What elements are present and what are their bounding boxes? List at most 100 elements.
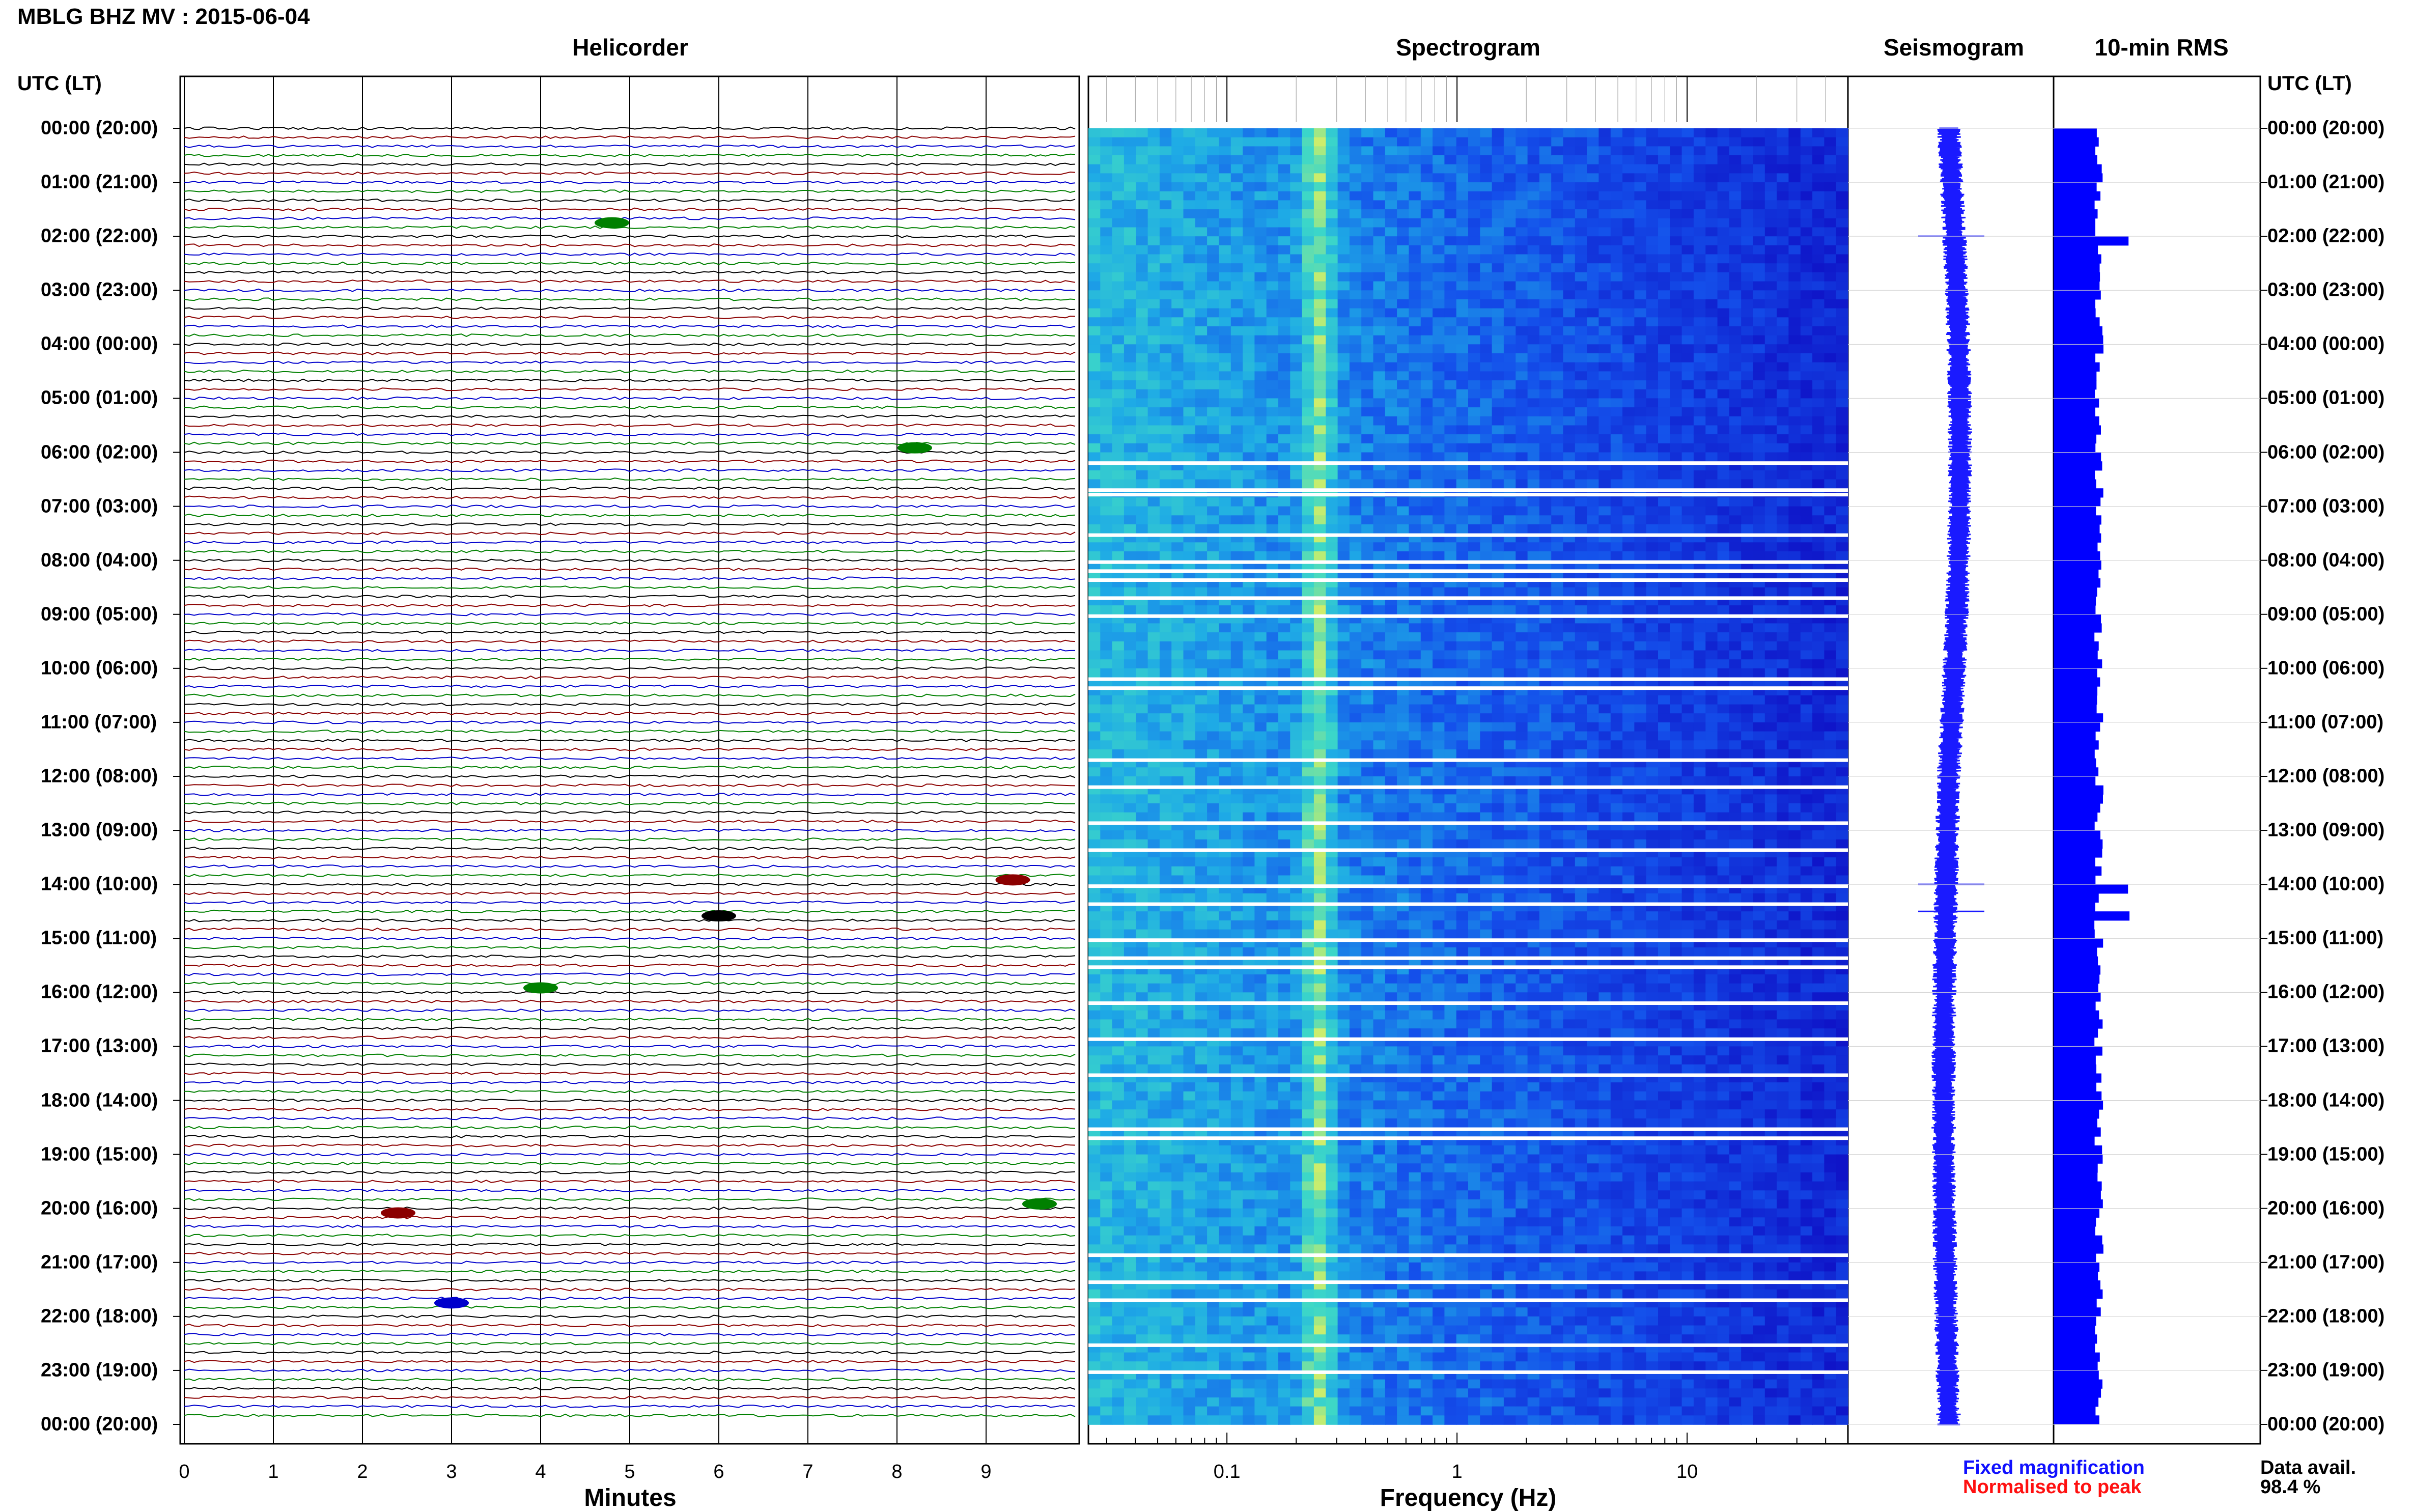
spectrogram-cell [1171,1155,1184,1164]
spectrogram-cell [1444,191,1456,201]
spectrogram-cell [1254,1397,1267,1407]
spectrogram-cell [1290,947,1302,957]
spectrogram-cell [1243,1011,1255,1020]
spectrogram-cell [1124,443,1136,453]
spectrogram-cell [1148,1397,1160,1407]
spectrogram-cell [1231,443,1243,453]
spectrogram-cell [1444,228,1456,237]
spectrogram-cell [1100,218,1112,228]
spectrogram-cell [1124,1263,1136,1272]
spectrogram-cell [1195,137,1208,147]
spectrogram-cell [1100,1172,1112,1182]
spectrogram-cell [1136,1326,1148,1335]
spectrogram-cell [1290,857,1302,867]
spectrogram-cell [1207,371,1219,381]
spectrogram-cell [1231,299,1243,309]
spectrogram-cell [1124,974,1136,984]
spectrogram-cell [1184,362,1196,372]
spectrogram-cell [1124,641,1136,651]
spectrogram-cell [1338,1190,1350,1200]
spectrogram-cell [1136,416,1148,426]
spectrogram-cell [1243,290,1255,300]
spectrogram-cell [1231,1326,1243,1335]
spectrogram-cell [1302,362,1314,372]
spectrogram-cell [1397,1380,1409,1389]
spectrogram-cell [1290,587,1302,597]
spectrogram-cell [1195,335,1208,345]
spectrogram-cell [1373,803,1386,813]
spectrogram-cell [1338,794,1350,804]
spectrogram-cell [1184,587,1196,597]
spectrogram-cell [1219,1397,1231,1407]
spectrogram-cell [1397,911,1409,921]
spectrogram-cell [1195,1019,1208,1029]
spectrogram-cell [1350,732,1362,741]
spectrogram-cell [1314,1307,1326,1317]
spectrogram-cell [1421,371,1433,381]
spectrogram-cell [1361,705,1373,714]
spectrogram-cell [1136,1172,1148,1182]
spectrogram-cell [1254,228,1267,237]
spectrogram-cell [1124,866,1136,876]
spectrogram-cell [1171,605,1184,615]
spectrogram-cell [1302,749,1314,759]
spectrogram-cell [1433,434,1445,444]
spectrogram-cell [1160,245,1172,255]
spectrogram-cell [1397,794,1409,804]
spectrogram-cell [1326,668,1338,678]
spectrogram-cell [1219,732,1231,741]
spectrogram-cell [1361,1109,1373,1119]
spectrogram-cell [1397,668,1409,678]
spectrogram-cell [1112,1155,1125,1164]
spectrogram-cell [1231,453,1243,462]
spectrogram-cell [1124,1091,1136,1101]
spectrogram-cell [1148,705,1160,714]
spectrogram-cell [1148,1380,1160,1389]
spectrogram-cell [1421,1326,1433,1335]
spectrogram-cell [1219,551,1231,561]
spectrogram-cell [1456,794,1469,804]
spectrogram-cell [1361,1415,1373,1425]
spectrogram-cell [1207,398,1219,408]
spectrogram-cell [1361,1290,1373,1299]
spectrogram-cell [1409,146,1421,156]
spectrogram-cell [1444,155,1456,165]
spectrogram-cell [1421,1317,1433,1326]
spectrogram-cell [1373,632,1386,642]
spectrogram-cell [1278,155,1290,165]
spectrogram-cell [1421,236,1433,246]
spectrogram-cell [1278,1217,1290,1227]
spectrogram-cell [1100,705,1112,714]
spectrogram-cell [1207,416,1219,426]
spectrogram-cell [1219,389,1231,399]
spectrogram-cell [1302,407,1314,417]
spectrogram-cell [1231,1226,1243,1236]
spectrogram-cell [1350,1353,1362,1362]
spectrogram-cell [1231,1055,1243,1065]
spectrogram-cell [1397,245,1409,255]
spectrogram-cell [1136,1190,1148,1200]
spectrogram-cell [1314,722,1326,732]
spectrogram-cell [1100,1226,1112,1236]
spectrogram-cell [1136,587,1148,597]
spectrogram-cell [1112,705,1125,714]
spectrogram-cell [1112,767,1125,777]
spectrogram-cell [1373,1415,1386,1425]
spectrogram-cell [1290,272,1302,282]
spectrogram-cell [1088,299,1101,309]
spectrogram-cell [1148,309,1160,318]
spectrogram-cell [1207,920,1219,930]
spectrogram-cell [1350,453,1362,462]
spectrogram-cell [1136,1244,1148,1254]
spectrogram-cell [1207,695,1219,705]
spectrogram-cell [1124,191,1136,201]
spectrogram-cell [1468,984,1480,993]
spectrogram-cell [1254,1307,1267,1317]
spectrogram-cell [1219,137,1231,147]
spectrogram-cell [1112,1290,1125,1299]
spectrogram-cell [1267,866,1279,876]
spectrogram-cell [1160,1145,1172,1155]
spectrogram-cell [1171,507,1184,516]
spectrogram-cell [1267,228,1279,237]
spectrogram-cell [1326,1361,1338,1371]
